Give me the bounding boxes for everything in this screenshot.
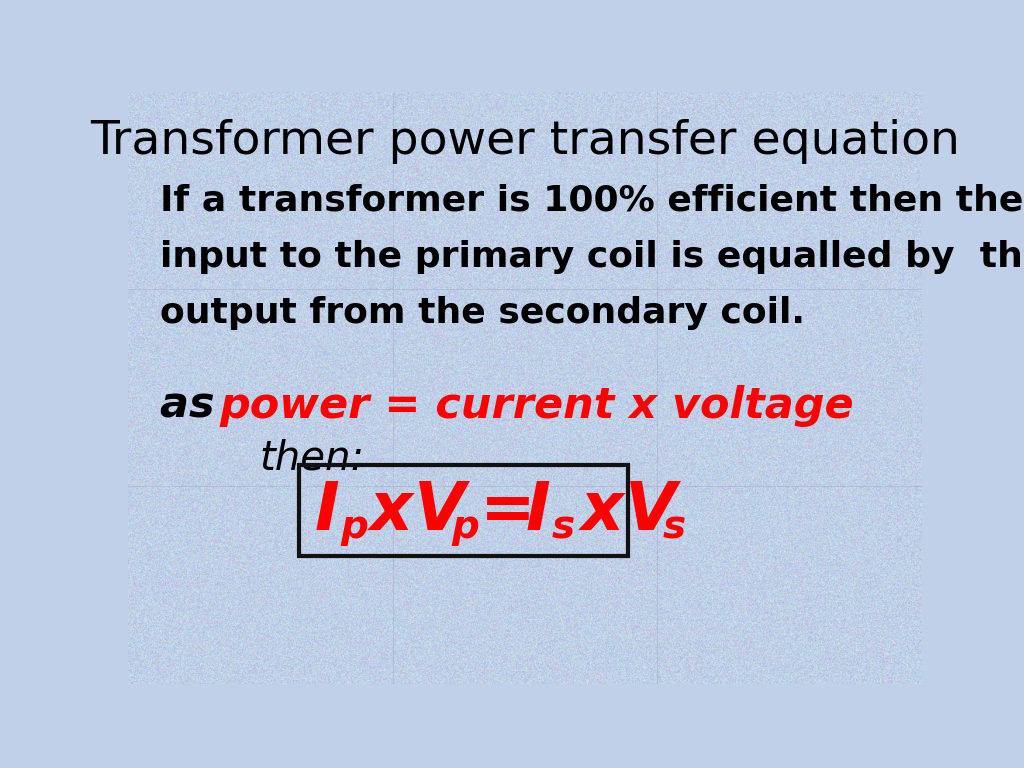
Text: then:: then: (259, 438, 364, 477)
Text: p: p (341, 508, 369, 546)
Text: s: s (663, 508, 686, 546)
Text: I: I (525, 478, 550, 544)
Text: V: V (625, 478, 677, 544)
Text: I: I (314, 478, 339, 544)
Text: output from the secondary coil.: output from the secondary coil. (160, 296, 805, 330)
Text: as: as (160, 385, 229, 427)
Bar (299, 465, 628, 556)
Text: If a transformer is 100% efficient then the power: If a transformer is 100% efficient then … (160, 184, 1024, 218)
Text: p: p (452, 508, 479, 546)
Text: x: x (370, 478, 413, 544)
Text: =: = (479, 478, 536, 544)
Text: Transformer power transfer equation: Transformer power transfer equation (90, 119, 959, 164)
Text: s: s (552, 508, 574, 546)
Text: input to the primary coil is equalled by  the power: input to the primary coil is equalled by… (160, 240, 1024, 274)
Text: V: V (414, 478, 465, 544)
Text: x: x (582, 478, 625, 544)
Text: power = current x voltage: power = current x voltage (219, 385, 854, 427)
